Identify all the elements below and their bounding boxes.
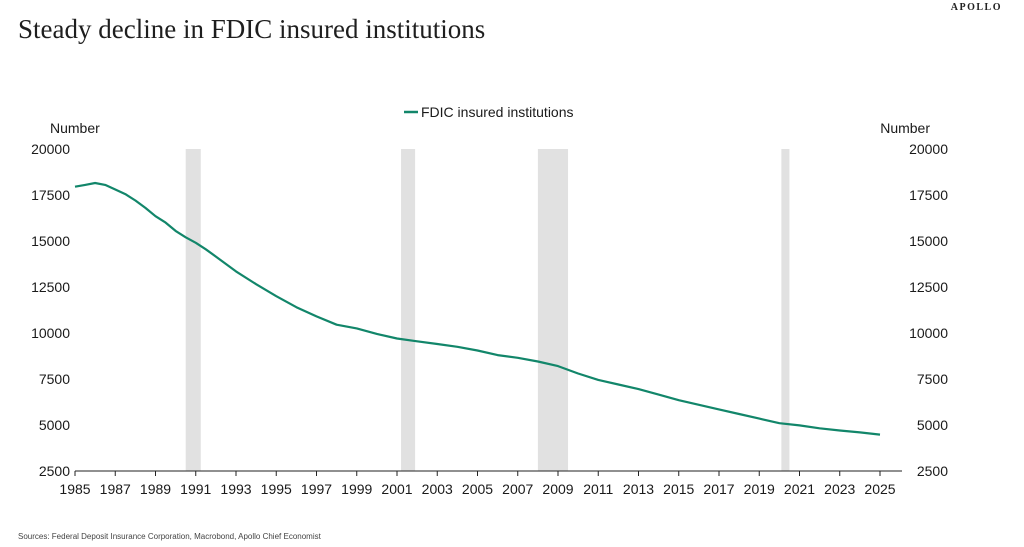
x-tick-label: 1987 bbox=[100, 481, 131, 497]
x-tick-label: 1991 bbox=[180, 481, 211, 497]
y-left-tick-label: 5000 bbox=[39, 417, 70, 433]
x-tick-label: 1995 bbox=[261, 481, 292, 497]
x-tick-label: 1993 bbox=[220, 481, 251, 497]
y-axis-left-label: Number bbox=[50, 120, 100, 136]
y-left-tick-label: 2500 bbox=[39, 463, 70, 479]
page-title: Steady decline in FDIC insured instituti… bbox=[18, 14, 486, 44]
x-tick-label: 2019 bbox=[744, 481, 775, 497]
x-tick-label: 2017 bbox=[703, 481, 734, 497]
y-axis-left-ticks: 2500 5000 7500 10000 12500 15000 17500 20000 bbox=[31, 141, 70, 479]
legend-label: FDIC insured institutions bbox=[421, 104, 574, 120]
recession-band bbox=[781, 149, 790, 471]
recession-band bbox=[401, 149, 416, 471]
y-axis-right-label: Number bbox=[880, 120, 930, 136]
series-line-fdic-insured-institutions bbox=[74, 181, 881, 436]
recession-band bbox=[185, 149, 201, 471]
x-tick-label: 1985 bbox=[59, 481, 90, 497]
y-left-tick-label: 15000 bbox=[31, 233, 70, 249]
y-right-tick-label: 2500 bbox=[917, 463, 948, 479]
y-left-tick-label: 12500 bbox=[31, 279, 70, 295]
x-tick-label: 2001 bbox=[381, 481, 412, 497]
x-tick-label: 2009 bbox=[542, 481, 573, 497]
y-right-tick-label: 7500 bbox=[917, 371, 948, 387]
x-tick-label: 1999 bbox=[341, 481, 372, 497]
y-right-tick-label: 15000 bbox=[909, 233, 948, 249]
x-tick-label: 2023 bbox=[824, 481, 855, 497]
x-tick-label: 2021 bbox=[784, 481, 815, 497]
x-tick-label: 1997 bbox=[301, 481, 332, 497]
y-right-tick-label: 5000 bbox=[917, 417, 948, 433]
x-axis-ticks: 1985 1987 1989 1991 1993 1995 1997 1999 2001 2003… bbox=[59, 471, 896, 497]
x-tick-label: 2003 bbox=[422, 481, 453, 497]
legend: FDIC insured institutions bbox=[404, 104, 574, 120]
y-left-tick-label: 10000 bbox=[31, 325, 70, 341]
x-tick-label: 2005 bbox=[462, 481, 493, 497]
x-tick-label: 2015 bbox=[663, 481, 694, 497]
y-right-tick-label: 12500 bbox=[909, 279, 948, 295]
x-tick-label: 1989 bbox=[140, 481, 171, 497]
brand-logo: APOLLO bbox=[950, 2, 1002, 13]
recession-band bbox=[537, 149, 569, 471]
source-note: Sources: Federal Deposit Insurance Corpo… bbox=[18, 532, 321, 541]
y-left-tick-label: 17500 bbox=[31, 187, 70, 203]
y-right-tick-label: 10000 bbox=[909, 325, 948, 341]
recession-bands bbox=[185, 149, 790, 471]
y-left-tick-label: 20000 bbox=[31, 141, 70, 157]
y-right-tick-label: 20000 bbox=[909, 141, 948, 157]
x-tick-label: 2007 bbox=[502, 481, 533, 497]
x-tick-label: 2011 bbox=[583, 481, 613, 497]
y-left-tick-label: 7500 bbox=[39, 371, 70, 387]
y-axis-right-ticks: 2500 5000 7500 10000 12500 15000 17500 20000 bbox=[909, 141, 948, 479]
y-right-tick-label: 17500 bbox=[909, 187, 948, 203]
x-tick-label: 2025 bbox=[864, 481, 895, 497]
x-tick-label: 2013 bbox=[623, 481, 654, 497]
